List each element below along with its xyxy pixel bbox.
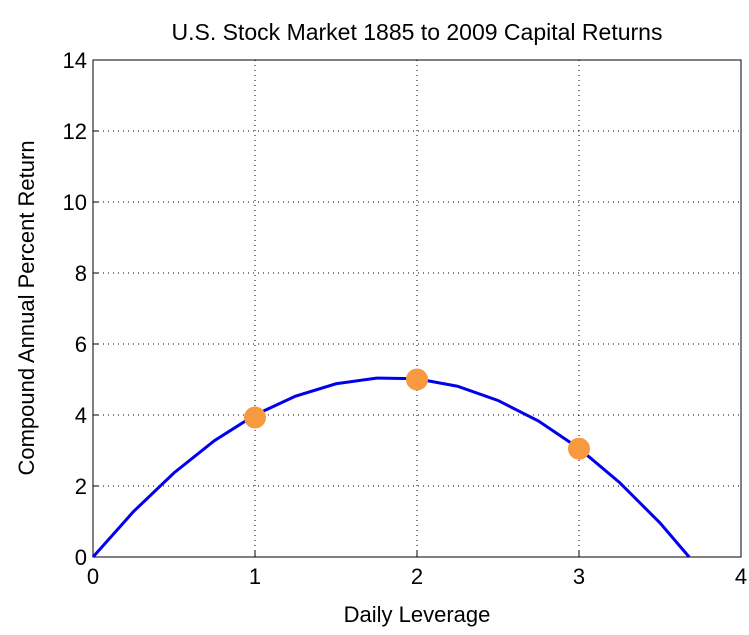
y-tick-label: 0: [75, 545, 87, 570]
chart-title: U.S. Stock Market 1885 to 2009 Capital R…: [172, 19, 663, 45]
plot-frame: [92, 59, 742, 558]
x-axis-label: Daily Leverage: [344, 602, 491, 627]
y-tick-label: 12: [63, 119, 87, 144]
y-tick-label: 8: [75, 261, 87, 286]
point: [568, 437, 590, 460]
x-tick-label: 1: [249, 564, 261, 589]
y-axis-label: Compound Annual Percent Return: [14, 140, 39, 475]
x-tick-label: 3: [573, 564, 585, 589]
y-tick-label: 4: [75, 403, 87, 428]
point: [406, 368, 428, 391]
y-tick-label: 6: [75, 332, 87, 357]
y-tick-label: 2: [75, 474, 87, 499]
line: [91, 376, 691, 558]
point: [244, 406, 266, 429]
x-tick-label: 4: [735, 564, 747, 589]
y-tick-label: 10: [63, 190, 87, 215]
x-tick-label: 0: [87, 564, 99, 589]
x-tick-label: 2: [411, 564, 423, 589]
y-tick-label: 14: [63, 48, 87, 73]
